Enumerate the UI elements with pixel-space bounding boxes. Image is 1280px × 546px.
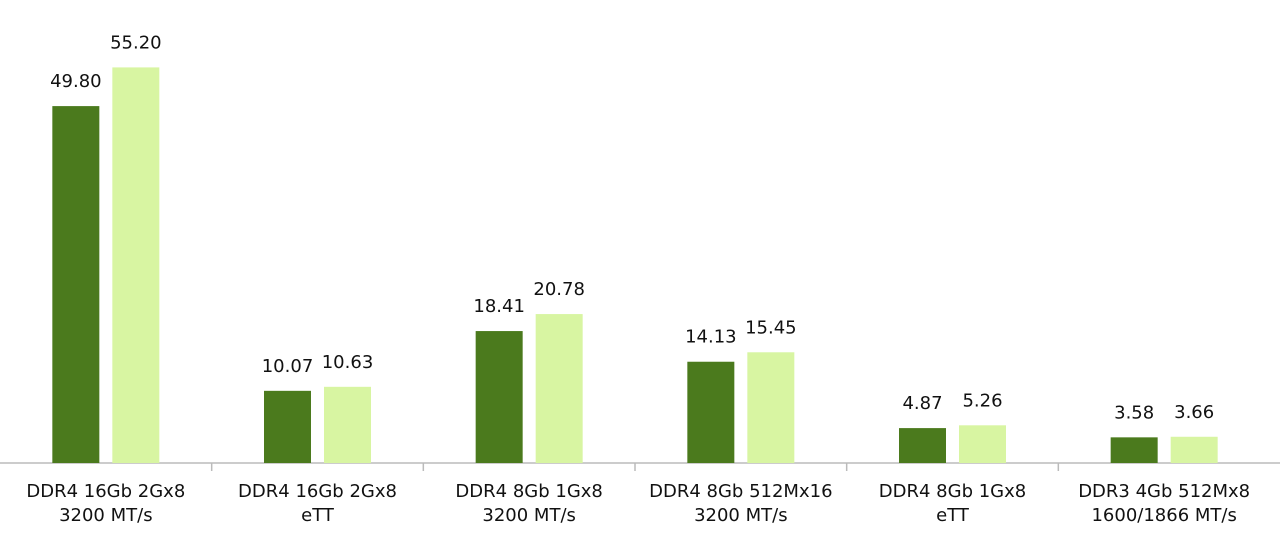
bar bbox=[324, 386, 371, 463]
value-label: 14.13 bbox=[685, 327, 737, 348]
bar bbox=[959, 425, 1006, 463]
x-tick-label: 3200 MT/s bbox=[482, 505, 576, 526]
value-label: 3.58 bbox=[1114, 402, 1154, 423]
x-tick-label: DDR4 16Gb 2Gx8 bbox=[26, 481, 185, 502]
x-tick-label: eTT bbox=[936, 505, 970, 526]
bar bbox=[1110, 437, 1158, 463]
value-label: 5.26 bbox=[962, 390, 1002, 411]
bar bbox=[747, 352, 795, 463]
x-tick-label: 3200 MT/s bbox=[694, 505, 788, 526]
x-tick-label: DDR4 8Gb 1Gx8 bbox=[879, 481, 1026, 502]
x-tick-label: DDR4 16Gb 2Gx8 bbox=[238, 481, 397, 502]
bar bbox=[535, 314, 583, 463]
x-tick-label: DDR3 4Gb 512Mx8 bbox=[1078, 481, 1250, 502]
bar bbox=[52, 106, 100, 463]
value-label: 3.66 bbox=[1174, 402, 1214, 423]
value-label: 49.80 bbox=[50, 71, 102, 92]
bar bbox=[475, 331, 523, 463]
value-label: 10.07 bbox=[262, 356, 314, 377]
x-tick-label: DDR4 8Gb 512Mx16 bbox=[649, 481, 832, 502]
bar bbox=[264, 390, 311, 463]
bar bbox=[687, 361, 735, 463]
value-label: 10.63 bbox=[322, 352, 374, 373]
x-tick-label: DDR4 8Gb 1Gx8 bbox=[455, 481, 602, 502]
bar bbox=[899, 428, 946, 463]
bar bbox=[1170, 436, 1218, 463]
bar bbox=[112, 67, 160, 464]
value-label: 55.20 bbox=[110, 32, 162, 53]
value-label: 20.78 bbox=[533, 279, 585, 300]
x-tick-label: 3200 MT/s bbox=[59, 505, 153, 526]
x-tick-label: eTT bbox=[301, 505, 335, 526]
value-label: 15.45 bbox=[745, 317, 797, 338]
value-label: 4.87 bbox=[902, 393, 942, 414]
x-tick-label: 1600/1866 MT/s bbox=[1091, 505, 1236, 526]
value-label: 18.41 bbox=[473, 296, 525, 317]
